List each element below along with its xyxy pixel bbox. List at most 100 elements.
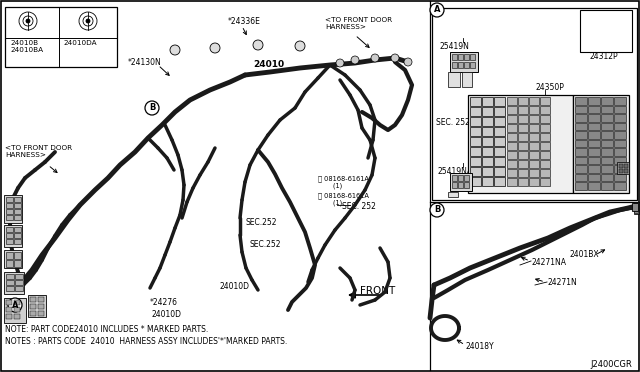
Bar: [518, 106, 528, 114]
Bar: [448, 192, 458, 197]
Bar: [588, 122, 600, 130]
Bar: [464, 182, 469, 188]
Bar: [507, 169, 517, 177]
Bar: [540, 178, 550, 186]
Bar: [6, 215, 13, 220]
Text: *24130N: *24130N: [128, 58, 162, 67]
Circle shape: [351, 56, 359, 64]
Bar: [494, 107, 505, 116]
Bar: [635, 204, 638, 208]
Bar: [540, 151, 550, 159]
Bar: [14, 215, 21, 220]
Bar: [575, 131, 587, 138]
Bar: [625, 28, 632, 34]
Text: SEC. 252: SEC. 252: [342, 202, 376, 211]
Text: Ⓢ 08168-6161A
       (1): Ⓢ 08168-6161A (1): [318, 192, 369, 206]
Bar: [470, 127, 481, 136]
Text: *24336E: *24336E: [228, 17, 261, 26]
Bar: [588, 106, 600, 113]
Bar: [5, 7, 117, 67]
Bar: [588, 157, 600, 164]
Bar: [458, 182, 463, 188]
Text: A: A: [434, 6, 440, 15]
Bar: [518, 142, 528, 150]
Bar: [432, 8, 637, 200]
Bar: [507, 151, 517, 159]
Circle shape: [391, 54, 399, 62]
Bar: [575, 140, 587, 147]
Bar: [14, 203, 21, 208]
Bar: [575, 106, 587, 113]
Bar: [593, 10, 600, 16]
Bar: [452, 54, 457, 60]
Bar: [6, 260, 13, 267]
Text: B: B: [434, 205, 440, 215]
Bar: [518, 97, 528, 105]
Bar: [601, 114, 613, 122]
Circle shape: [336, 59, 344, 67]
Bar: [518, 133, 528, 141]
Bar: [540, 115, 550, 123]
Bar: [6, 274, 14, 279]
Text: 24271NA: 24271NA: [532, 258, 567, 267]
Bar: [601, 182, 613, 189]
Bar: [614, 148, 626, 155]
Bar: [529, 97, 539, 105]
Bar: [6, 280, 14, 285]
Bar: [494, 167, 505, 176]
Circle shape: [430, 203, 444, 217]
Bar: [614, 157, 626, 164]
Bar: [462, 72, 472, 87]
Bar: [529, 178, 539, 186]
Bar: [588, 182, 600, 189]
Bar: [14, 233, 21, 238]
Bar: [470, 107, 481, 116]
Bar: [624, 164, 628, 168]
Bar: [4, 225, 22, 247]
Text: 2401BX: 2401BX: [570, 250, 600, 259]
Bar: [632, 203, 638, 211]
Text: 25419NA: 25419NA: [438, 167, 473, 176]
Bar: [14, 314, 20, 319]
Bar: [575, 122, 587, 130]
Bar: [575, 97, 587, 105]
Bar: [482, 177, 493, 186]
Bar: [14, 197, 21, 202]
Bar: [518, 178, 528, 186]
Bar: [6, 233, 13, 238]
Bar: [588, 114, 600, 122]
Bar: [14, 239, 21, 244]
Bar: [4, 250, 22, 268]
Bar: [518, 160, 528, 168]
Bar: [529, 106, 539, 114]
Bar: [586, 16, 593, 22]
Bar: [6, 239, 13, 244]
Bar: [468, 95, 573, 193]
Bar: [606, 34, 612, 40]
Circle shape: [170, 45, 180, 55]
Bar: [601, 122, 613, 130]
Bar: [614, 182, 626, 189]
Bar: [601, 106, 613, 113]
Bar: [601, 148, 613, 155]
Bar: [575, 173, 587, 181]
Bar: [529, 133, 539, 141]
Bar: [617, 162, 629, 174]
Bar: [529, 169, 539, 177]
Bar: [507, 115, 517, 123]
Bar: [494, 127, 505, 136]
Bar: [452, 62, 457, 68]
Bar: [540, 124, 550, 132]
Bar: [507, 124, 517, 132]
Text: J2400CGR: J2400CGR: [590, 360, 632, 369]
Bar: [482, 167, 493, 176]
Bar: [38, 297, 44, 302]
Bar: [482, 137, 493, 146]
Bar: [494, 177, 505, 186]
Bar: [540, 169, 550, 177]
Bar: [28, 295, 46, 317]
Bar: [635, 209, 638, 213]
Bar: [6, 197, 13, 202]
Bar: [470, 117, 481, 126]
Text: 24010D: 24010D: [220, 282, 250, 291]
